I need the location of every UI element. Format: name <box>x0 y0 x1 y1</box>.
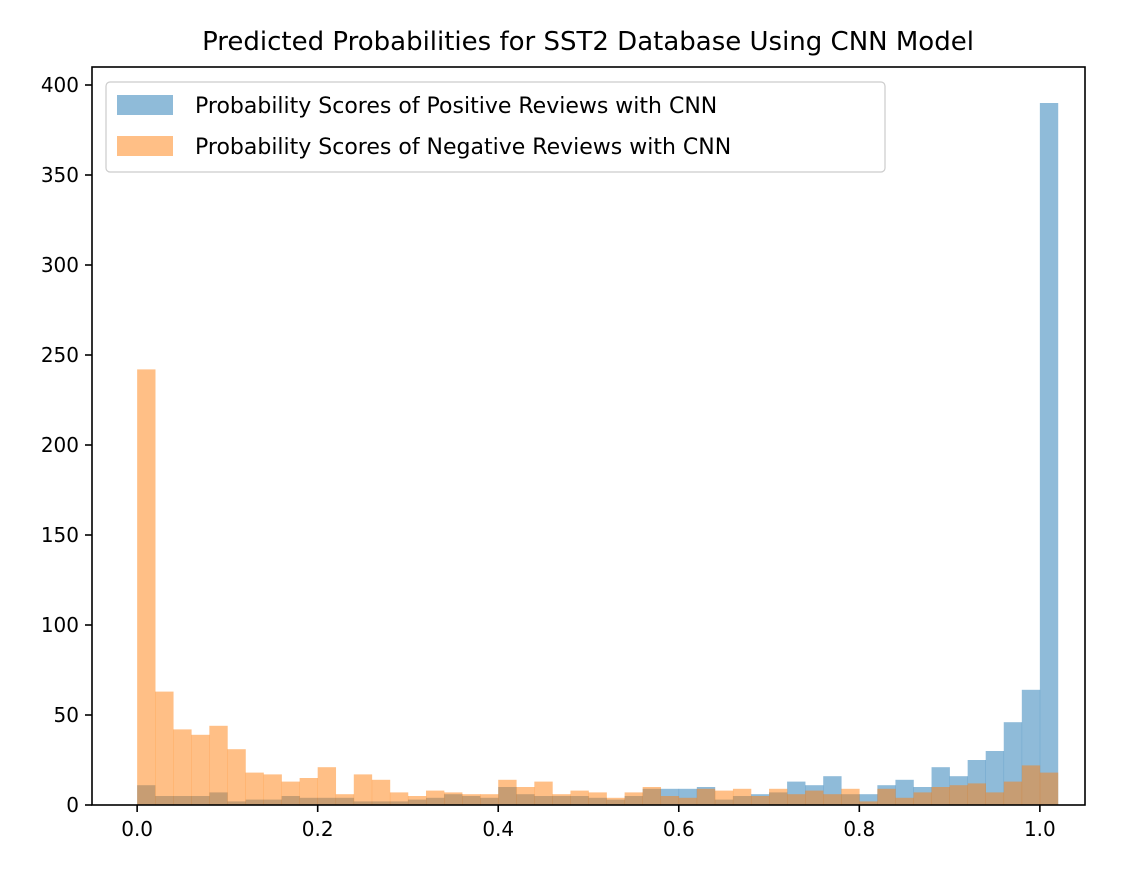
legend-frame <box>105 81 886 173</box>
chart-title: Predicted Probabilities for SST2 Databas… <box>202 27 974 57</box>
negative-bar-46 <box>967 783 986 805</box>
negative-bar-33 <box>732 788 752 805</box>
negative-bar-34 <box>750 796 770 805</box>
negative-bar-31 <box>696 788 716 805</box>
negative-bar-40 <box>859 801 878 805</box>
x-tick-label-2: 0.4 <box>482 817 514 841</box>
negative-bar-23 <box>552 794 571 805</box>
negative-bar-12 <box>353 774 373 805</box>
y-axis-ticks: 0 50 100 150 200 250 300 350 400 <box>41 73 92 817</box>
y-tick-label-8: 400 <box>41 73 79 97</box>
negative-bar-22 <box>534 781 553 805</box>
negative-bar-19 <box>480 794 499 805</box>
negative-bar-0 <box>137 369 156 805</box>
y-tick-label-4: 200 <box>41 433 79 457</box>
y-tick-label-7: 350 <box>41 163 79 187</box>
negative-bar-4 <box>209 725 228 805</box>
x-tick-label-1: 0.2 <box>302 817 334 841</box>
legend-label-negative: Probability Scores of Negative Reviews w… <box>195 135 731 160</box>
negative-bar-24 <box>570 790 589 805</box>
negative-bar-43 <box>913 792 932 805</box>
legend-swatch-positive <box>117 95 173 115</box>
x-tick-label-0: 0.0 <box>121 817 153 841</box>
negative-bar-20 <box>498 779 517 805</box>
negative-series-bars <box>137 369 1059 805</box>
negative-bar-13 <box>371 779 391 805</box>
negative-bar-10 <box>317 767 337 805</box>
positive-bar-47 <box>985 751 1005 805</box>
x-tick-label-3: 0.6 <box>663 817 695 841</box>
negative-bar-14 <box>389 792 409 805</box>
negative-bar-35 <box>769 788 788 805</box>
negative-bar-39 <box>841 788 860 805</box>
negative-bar-50 <box>1039 772 1059 805</box>
negative-bar-17 <box>444 792 463 805</box>
negative-bar-42 <box>895 797 914 805</box>
negative-bar-29 <box>660 796 680 805</box>
negative-bar-41 <box>877 788 896 805</box>
legend-label-positive: Probability Scores of Positive Reviews w… <box>195 94 717 119</box>
negative-bar-44 <box>931 787 950 805</box>
negative-bar-7 <box>263 774 282 805</box>
negative-bar-45 <box>949 785 968 805</box>
x-axis-ticks: 0.0 0.2 0.4 0.6 0.8 1.0 <box>121 805 1056 841</box>
x-tick-label-4: 0.8 <box>843 817 875 841</box>
y-tick-label-0: 0 <box>66 793 79 817</box>
negative-bar-47 <box>985 792 1005 805</box>
negative-bar-21 <box>516 787 535 805</box>
negative-bar-16 <box>426 790 445 805</box>
legend: Probability Scores of Positive Reviews w… <box>105 81 886 173</box>
negative-bar-15 <box>407 796 427 805</box>
positive-series-bars <box>137 103 1059 805</box>
negative-bar-38 <box>823 794 842 805</box>
negative-bar-49 <box>1021 765 1041 805</box>
negative-bar-3 <box>191 734 210 805</box>
negative-bar-2 <box>173 729 192 805</box>
y-tick-label-2: 100 <box>41 613 79 637</box>
negative-bar-25 <box>588 792 607 805</box>
negative-bar-37 <box>805 790 824 805</box>
negative-bar-18 <box>462 794 481 805</box>
negative-bar-1 <box>155 691 174 805</box>
negative-bar-6 <box>245 772 264 805</box>
legend-swatch-negative <box>117 136 173 156</box>
negative-bar-30 <box>678 797 698 805</box>
negative-bar-28 <box>642 787 662 805</box>
negative-bar-27 <box>624 792 643 805</box>
y-tick-label-6: 300 <box>41 253 79 277</box>
negative-bar-36 <box>787 794 806 805</box>
positive-bar-40 <box>859 794 878 805</box>
plot-area-frame <box>91 66 1086 806</box>
y-tick-label-5: 250 <box>41 343 79 367</box>
negative-bar-9 <box>299 778 318 805</box>
positive-bar-50 <box>1039 103 1059 805</box>
negative-bar-26 <box>606 797 625 805</box>
negative-bar-11 <box>335 794 355 805</box>
negative-bar-32 <box>714 790 734 805</box>
y-tick-label-1: 50 <box>54 703 79 727</box>
negative-bar-5 <box>227 749 246 805</box>
negative-bar-8 <box>281 781 300 805</box>
y-tick-label-3: 150 <box>41 523 79 547</box>
negative-bar-48 <box>1003 781 1023 805</box>
x-tick-label-5: 1.0 <box>1024 817 1056 841</box>
